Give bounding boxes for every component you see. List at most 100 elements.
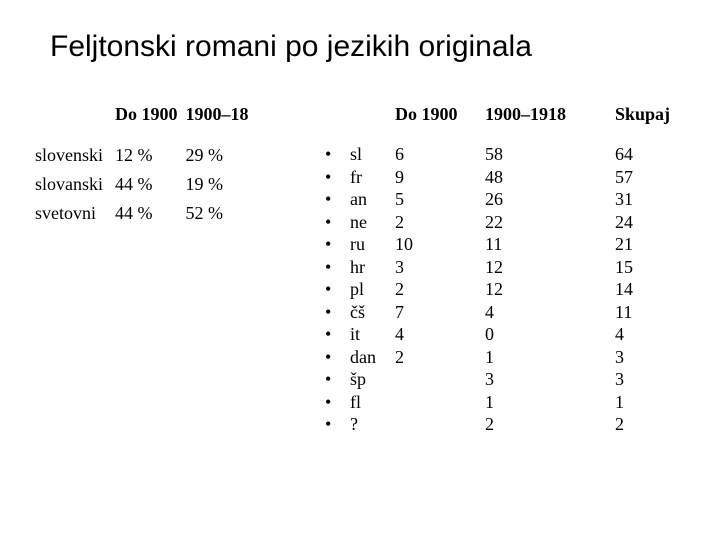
pct-row-1900-18: 52 % <box>186 199 257 228</box>
lang-skupaj: 3 <box>615 368 685 391</box>
lang-do1900: 5 <box>395 188 485 211</box>
lang-header-1900-1918: 1900–1918 <box>485 104 615 125</box>
lang-do1900: 7 <box>395 301 485 324</box>
lang-code: šp <box>350 368 395 391</box>
lang-do1900: 3 <box>395 256 485 279</box>
lang-skupaj: 24 <box>615 211 685 234</box>
pct-row: slovanski44 %19 % <box>35 170 257 199</box>
lang-row: •fr94857 <box>325 166 685 189</box>
lang-code: dan <box>350 346 395 369</box>
bullet-icon: • <box>325 211 350 234</box>
lang-do1900: 10 <box>395 233 485 256</box>
pct-row-label: svetovni <box>35 199 115 228</box>
pct-row-label: slovenski <box>35 141 115 170</box>
lang-1900-1918: 0 <box>485 323 615 346</box>
lang-1900-1918: 11 <box>485 233 615 256</box>
pct-header-empty <box>35 104 115 141</box>
pct-row-1900-18: 19 % <box>186 170 257 199</box>
lang-row: •čš7411 <box>325 301 685 324</box>
pct-row-do1900: 44 % <box>115 199 186 228</box>
bullet-icon: • <box>325 166 350 189</box>
lang-row: •ne22224 <box>325 211 685 234</box>
lang-do1900: 2 <box>395 278 485 301</box>
lang-row: •fl11 <box>325 391 685 414</box>
lang-row: •pl21214 <box>325 278 685 301</box>
lang-code: ru <box>350 233 395 256</box>
lang-do1900 <box>395 391 485 414</box>
lang-1900-1918: 12 <box>485 256 615 279</box>
right-panel: Do 1900 1900–1918 Skupaj •sl65864•fr9485… <box>295 104 685 436</box>
lang-do1900: 2 <box>395 346 485 369</box>
lang-skupaj: 64 <box>615 143 685 166</box>
lang-1900-1918: 1 <box>485 346 615 369</box>
pct-header-1900-18: 1900–18 <box>186 104 257 141</box>
lang-skupaj: 1 <box>615 391 685 414</box>
page-title: Feljtonski romani po jezikih originala <box>50 30 685 64</box>
lang-code: ne <box>350 211 395 234</box>
lang-do1900: 2 <box>395 211 485 234</box>
pct-header-do1900: Do 1900 <box>115 104 186 141</box>
lang-do1900: 6 <box>395 143 485 166</box>
lang-header-do1900: Do 1900 <box>395 104 485 125</box>
lang-row: •it404 <box>325 323 685 346</box>
lang-1900-1918: 26 <box>485 188 615 211</box>
lang-1900-1918: 58 <box>485 143 615 166</box>
lang-1900-1918: 12 <box>485 278 615 301</box>
lang-1900-1918: 3 <box>485 368 615 391</box>
lang-row: •sl65864 <box>325 143 685 166</box>
lang-skupaj: 57 <box>615 166 685 189</box>
lang-code: čš <box>350 301 395 324</box>
lang-1900-1918: 4 <box>485 301 615 324</box>
bullet-icon: • <box>325 323 350 346</box>
lang-1900-1918: 22 <box>485 211 615 234</box>
lang-row: •ru101121 <box>325 233 685 256</box>
lang-header-skupaj: Skupaj <box>615 104 685 125</box>
lang-skupaj: 15 <box>615 256 685 279</box>
left-panel: Do 1900 1900–18 slovenski12 %29 %slovans… <box>35 104 295 436</box>
pct-row-do1900: 44 % <box>115 170 186 199</box>
lang-row: •dan213 <box>325 346 685 369</box>
bullet-icon: • <box>325 301 350 324</box>
lang-header-empty <box>325 104 395 125</box>
pct-row-label: slovanski <box>35 170 115 199</box>
lang-1900-1918: 48 <box>485 166 615 189</box>
content-area: Do 1900 1900–18 slovenski12 %29 %slovans… <box>35 104 685 436</box>
lang-row: •? 22 <box>325 413 685 436</box>
lang-row: •an52631 <box>325 188 685 211</box>
pct-row-do1900: 12 % <box>115 141 186 170</box>
lang-code: pl <box>350 278 395 301</box>
lang-code: fl <box>350 391 395 414</box>
lang-header-row: Do 1900 1900–1918 Skupaj <box>325 104 685 125</box>
percent-table: Do 1900 1900–18 slovenski12 %29 %slovans… <box>35 104 257 228</box>
bullet-icon: • <box>325 256 350 279</box>
bullet-icon: • <box>325 346 350 369</box>
lang-code: hr <box>350 256 395 279</box>
lang-code: ? <box>350 413 395 436</box>
lang-row: •hr31215 <box>325 256 685 279</box>
bullet-icon: • <box>325 413 350 436</box>
bullet-icon: • <box>325 188 350 211</box>
lang-code: sl <box>350 143 395 166</box>
lang-code: an <box>350 188 395 211</box>
lang-skupaj: 3 <box>615 346 685 369</box>
lang-do1900: 9 <box>395 166 485 189</box>
pct-row: svetovni44 %52 % <box>35 199 257 228</box>
bullet-icon: • <box>325 143 350 166</box>
lang-1900-1918: 2 <box>485 413 615 436</box>
lang-skupaj: 2 <box>615 413 685 436</box>
lang-skupaj: 31 <box>615 188 685 211</box>
lang-do1900 <box>395 413 485 436</box>
bullet-icon: • <box>325 391 350 414</box>
pct-row-1900-18: 29 % <box>186 141 257 170</box>
lang-skupaj: 11 <box>615 301 685 324</box>
pct-row: slovenski12 %29 % <box>35 141 257 170</box>
lang-skupaj: 14 <box>615 278 685 301</box>
lang-code: it <box>350 323 395 346</box>
bullet-icon: • <box>325 278 350 301</box>
lang-do1900 <box>395 368 485 391</box>
bullet-icon: • <box>325 233 350 256</box>
lang-row: •šp33 <box>325 368 685 391</box>
lang-skupaj: 21 <box>615 233 685 256</box>
lang-code: fr <box>350 166 395 189</box>
lang-do1900: 4 <box>395 323 485 346</box>
